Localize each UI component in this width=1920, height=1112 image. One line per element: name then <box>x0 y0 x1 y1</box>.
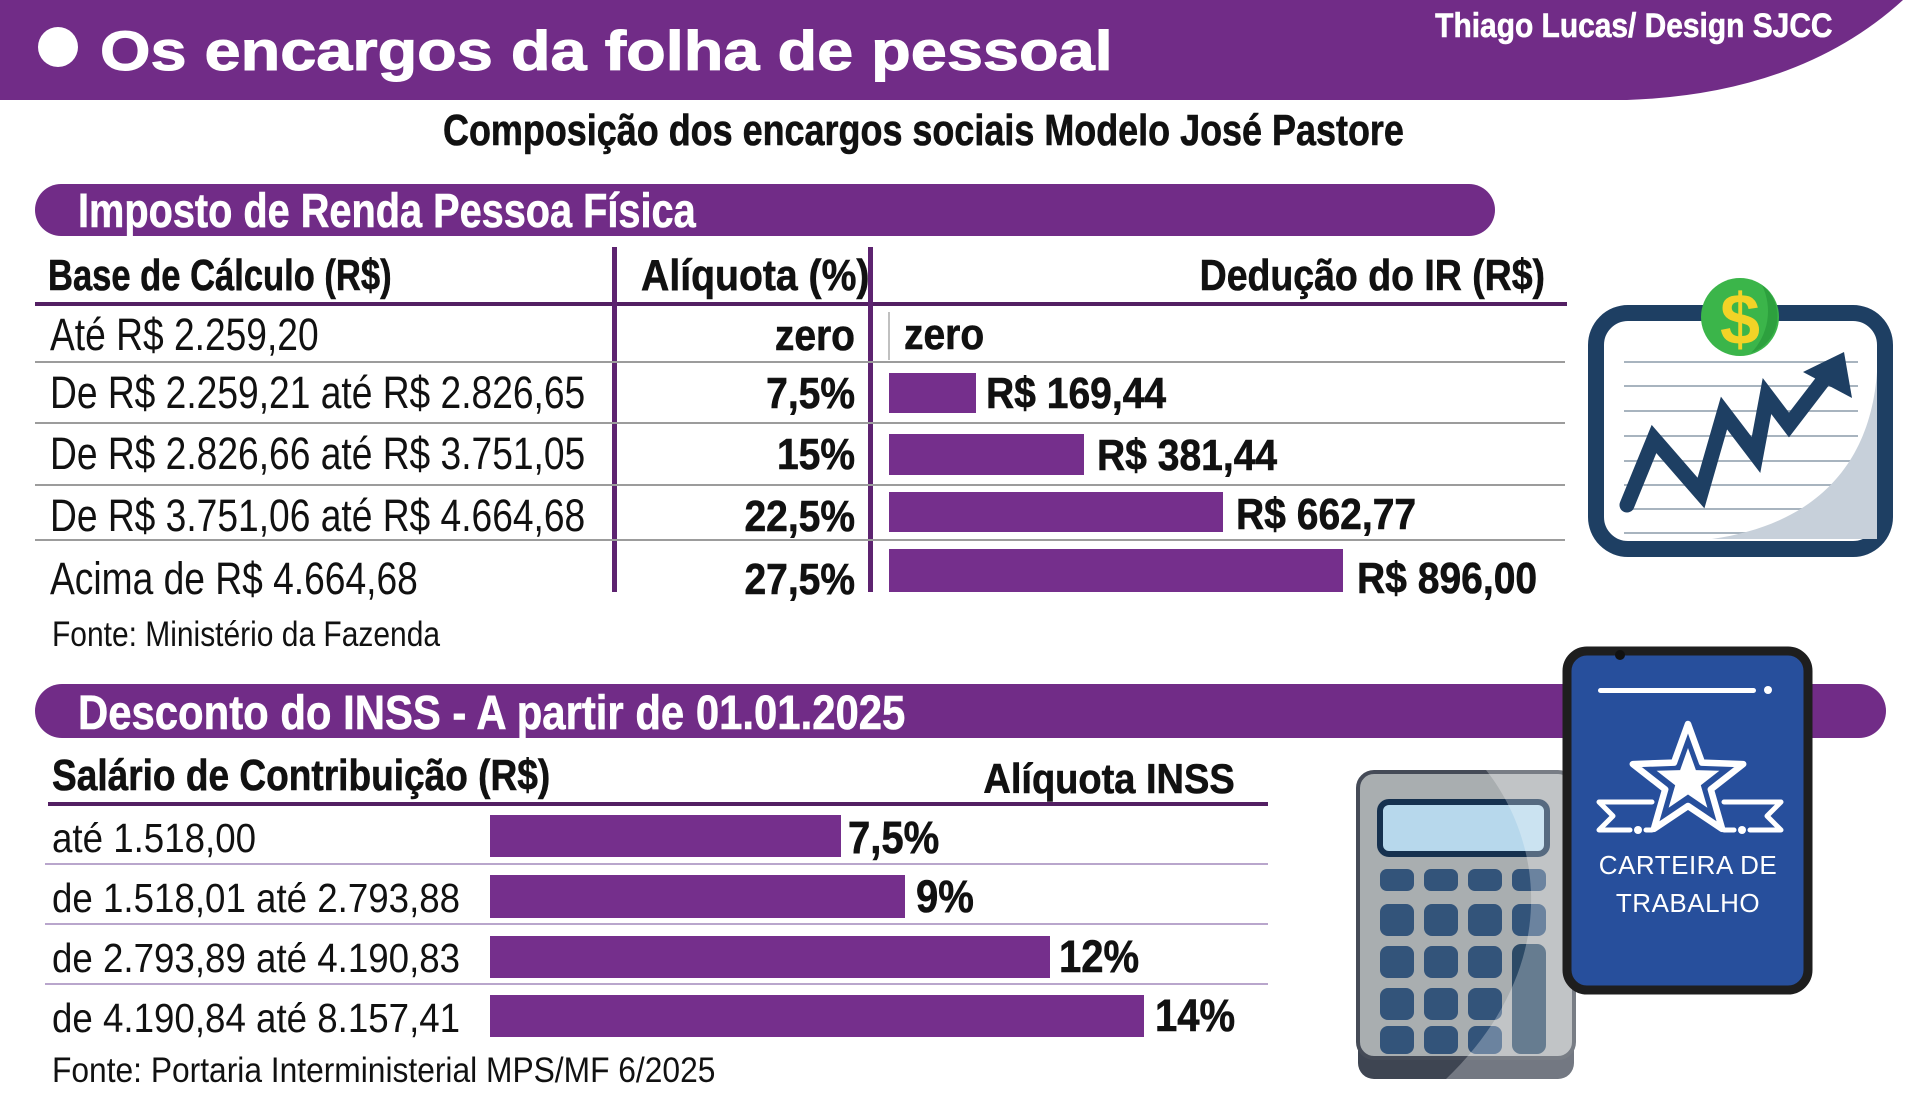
svg-text:$: $ <box>1720 280 1760 360</box>
svg-text:TRABALHO: TRABALHO <box>1616 888 1760 918</box>
svg-text:CARTEIRA DE: CARTEIRA DE <box>1599 850 1777 880</box>
